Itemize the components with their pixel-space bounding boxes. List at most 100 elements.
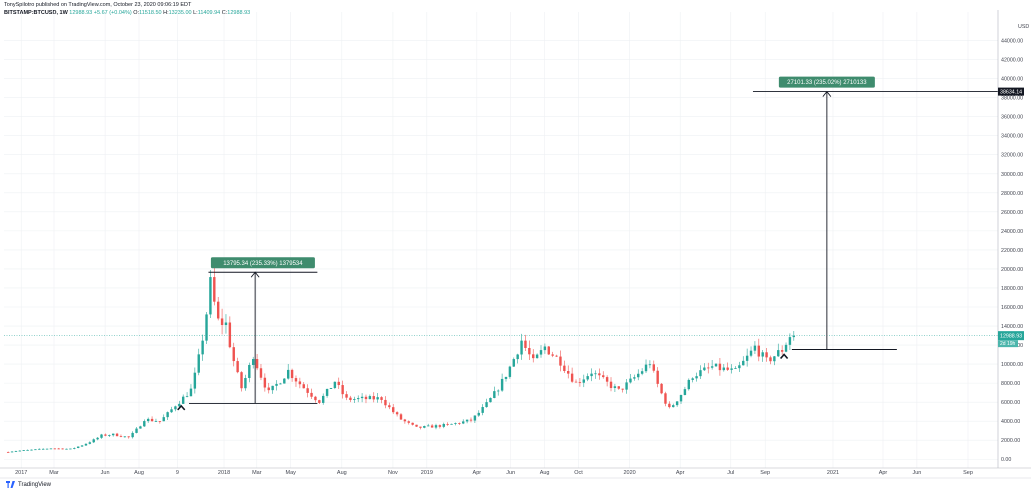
candle-body xyxy=(224,322,228,326)
candle-body xyxy=(543,346,547,351)
drawings[interactable]: 13795.34 (235.33%) 1379534 27101.33 (235.… xyxy=(4,76,1028,411)
candle-body xyxy=(349,397,352,401)
candle-body xyxy=(65,448,68,450)
candle-body xyxy=(648,364,652,366)
candle xyxy=(586,373,589,382)
x-tick-label: 2017 xyxy=(15,470,27,476)
candle xyxy=(602,371,605,379)
candle-body xyxy=(609,381,613,388)
high-label: H: xyxy=(163,10,169,16)
candle-body xyxy=(399,414,403,420)
candle xyxy=(582,374,585,388)
candle-body xyxy=(722,367,726,371)
candle xyxy=(244,374,247,391)
arrow-up-icon[interactable] xyxy=(177,404,186,411)
publisher-line: TonySpilotro published on TradingView.co… xyxy=(4,2,192,8)
candle xyxy=(605,375,609,387)
candle xyxy=(687,378,691,391)
candle-body xyxy=(357,398,360,400)
arrow-up-icon[interactable] xyxy=(779,353,789,360)
candle-body xyxy=(524,340,527,348)
y-tick-label: 32000.00 xyxy=(1001,153,1023,159)
candle-body xyxy=(415,424,418,427)
measure-tool-1[interactable]: 13795.34 (235.33%) 1379534 xyxy=(189,257,318,404)
candle-body xyxy=(633,377,636,379)
candle-body xyxy=(726,367,729,370)
candle-body xyxy=(302,384,305,389)
candle xyxy=(255,353,259,371)
candle xyxy=(166,411,169,420)
candle xyxy=(738,361,741,373)
candle-body xyxy=(594,373,597,375)
candle xyxy=(726,362,729,372)
candle-body xyxy=(780,350,784,352)
candle-body xyxy=(283,378,286,384)
candle xyxy=(516,353,519,364)
measure-tool-2[interactable]: 27101.33 (235.02%) 2710133 xyxy=(752,76,1028,350)
y-tick-label: 40000.00 xyxy=(1001,77,1023,83)
candle xyxy=(228,316,232,349)
symbol-label[interactable]: BITSTAMP:BTCUSD, 1W xyxy=(4,10,68,16)
candle-body xyxy=(364,396,368,400)
y-tick-label: 42000.00 xyxy=(1001,58,1023,64)
candle xyxy=(524,334,527,352)
candle xyxy=(349,395,352,403)
y-axis[interactable]: 0.00 2000.00 4000.00 6000.00 8000.00 10000.00… xyxy=(997,0,1031,493)
y-tick-label: 26000.00 xyxy=(1001,210,1023,216)
candle xyxy=(788,333,792,350)
candle xyxy=(201,334,204,361)
close-value: 12988.93 xyxy=(227,10,251,16)
candle-body xyxy=(664,393,667,404)
countdown-label: 2d 19h xyxy=(1000,341,1016,347)
candle xyxy=(18,450,22,452)
candle-body xyxy=(481,407,484,413)
candle xyxy=(286,363,290,380)
candle-body xyxy=(80,445,84,447)
y-tick-label: 20000.00 xyxy=(1001,267,1023,273)
candle-body xyxy=(765,352,768,358)
candle-body xyxy=(185,396,189,398)
candle-body xyxy=(100,434,103,438)
candle xyxy=(462,419,465,425)
x-tick-label: Jun xyxy=(101,470,110,476)
candle-body xyxy=(602,375,605,378)
candle xyxy=(392,403,395,415)
candle xyxy=(298,377,302,389)
x-axis[interactable]: 2017 Mar Jun Aug 9 2018 Mar May Aug Nov 2019 Apr Jun… xyxy=(0,467,1031,479)
candle xyxy=(65,448,68,450)
candle xyxy=(675,401,679,407)
candle-body xyxy=(143,421,146,427)
candle xyxy=(757,338,761,362)
candle xyxy=(683,386,687,396)
candle xyxy=(403,418,407,424)
candle xyxy=(784,342,788,353)
x-tick-label: Aug xyxy=(134,470,144,476)
y-axis-panel[interactable] xyxy=(998,0,1031,493)
open-label: O: xyxy=(133,10,140,16)
candle-body xyxy=(26,449,29,451)
x-tick-label: 2020 xyxy=(624,470,636,476)
candle-body xyxy=(629,378,632,383)
y-tick-label: 30000.00 xyxy=(1001,172,1023,178)
candle-body xyxy=(465,419,469,422)
candle-body xyxy=(181,396,185,404)
candle xyxy=(251,356,255,369)
target-price-tag xyxy=(998,87,1024,96)
candle-body xyxy=(220,318,224,326)
candle xyxy=(442,422,445,429)
last-price-tag xyxy=(998,331,1024,341)
y-tick-label: 44000.00 xyxy=(1001,39,1023,45)
candle xyxy=(306,384,309,398)
candle xyxy=(660,383,663,395)
candle-body xyxy=(652,364,656,371)
candle xyxy=(170,406,173,414)
candle xyxy=(224,314,228,334)
candle-body xyxy=(660,383,663,394)
candle xyxy=(777,343,780,357)
y-tick-label: 22000.00 xyxy=(1001,248,1023,254)
candle-body xyxy=(516,354,519,360)
candle xyxy=(640,368,644,376)
candle-body xyxy=(699,370,702,377)
candle xyxy=(150,416,154,422)
